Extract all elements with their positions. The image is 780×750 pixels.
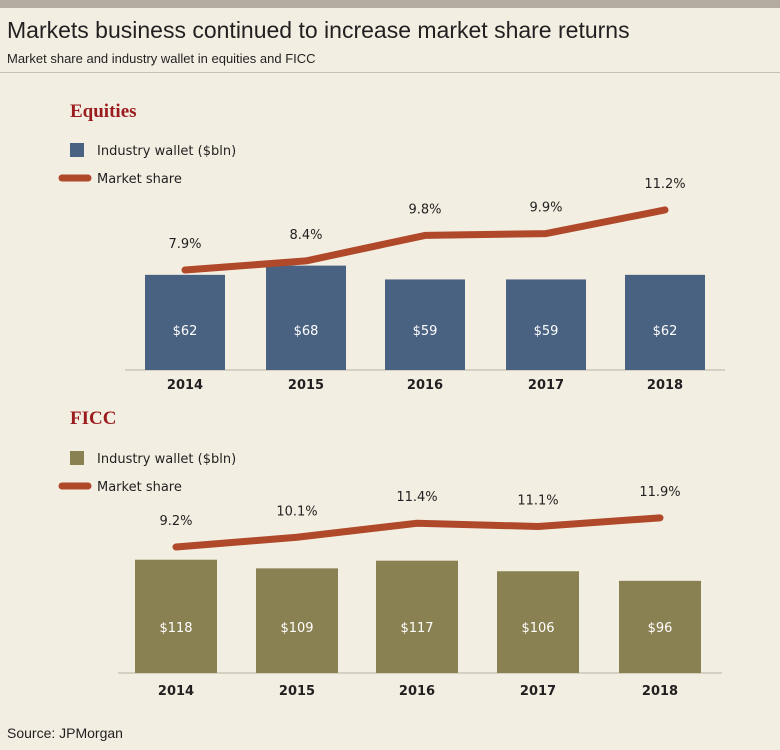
equities-x-tick-label: 2018 <box>647 378 683 393</box>
equities-market-share-label: 7.9% <box>168 237 201 252</box>
ficc-bar-value-label: $118 <box>159 621 192 636</box>
ficc-legend-bar-swatch <box>70 451 84 465</box>
ficc-bar <box>497 571 579 673</box>
equities-bar <box>385 279 465 370</box>
equities-chart: Equities Industry wallet ($bln) Market sha… <box>58 101 725 393</box>
equities-bar-value-label: $62 <box>653 324 678 339</box>
ficc-market-share-label: 11.1% <box>517 493 558 508</box>
ficc-market-share-label: 10.1% <box>276 504 317 519</box>
equities-bar <box>625 274 705 370</box>
ficc-market-share-line <box>172 514 664 551</box>
equities-bar <box>506 279 586 370</box>
equities-bar <box>266 265 346 370</box>
equities-market-share-label: 9.9% <box>529 201 562 216</box>
equities-section-title: Equities <box>70 101 137 122</box>
ficc-x-tick-label: 2014 <box>158 684 194 699</box>
ficc-x-tick-label: 2015 <box>279 684 315 699</box>
ficc-market-share-label: 11.4% <box>396 490 437 505</box>
ficc-bar <box>619 580 701 673</box>
page-title: Markets business continued to increase m… <box>7 17 630 43</box>
equities-x-tick-label: 2016 <box>407 378 443 393</box>
header-divider <box>0 72 780 73</box>
equities-legend-bar-swatch <box>70 143 84 157</box>
equities-x-tick-label: 2014 <box>167 378 203 393</box>
top-accent-bar <box>0 0 780 8</box>
ficc-section-title: FICC <box>70 408 116 429</box>
ficc-x-tick-label: 2016 <box>399 684 435 699</box>
equities-market-share-label: 9.8% <box>408 202 441 217</box>
page-subtitle: Market share and industry wallet in equi… <box>7 51 316 66</box>
ficc-x-tick-label: 2017 <box>520 684 556 699</box>
ficc-market-share-label: 11.9% <box>639 485 680 500</box>
source-note: Source: JPMorgan <box>7 725 123 741</box>
ficc-market-share-label: 9.2% <box>159 514 192 529</box>
equities-market-share-label: 8.4% <box>289 228 322 243</box>
equities-bar-value-label: $59 <box>534 324 559 339</box>
equities-legend-line-label: Market share <box>97 172 182 187</box>
equities-legend-bar-label: Industry wallet ($bln) <box>97 144 236 159</box>
equities-market-share-label: 11.2% <box>644 177 685 192</box>
ficc-x-tick-label: 2018 <box>642 684 678 699</box>
ficc-legend-line-label: Market share <box>97 480 182 495</box>
ficc-bar <box>376 560 458 673</box>
ficc-bar <box>135 559 217 673</box>
equities-market-share-line <box>181 206 669 274</box>
equities-bar-value-label: $68 <box>294 324 319 339</box>
ficc-chart: FICC Industry wallet ($bln) Market share $1… <box>58 408 722 699</box>
equities-x-tick-label: 2015 <box>288 378 324 393</box>
ficc-bar-value-label: $96 <box>648 621 673 636</box>
ficc-bar <box>256 568 338 673</box>
ficc-bar-value-label: $106 <box>521 621 554 636</box>
ficc-legend-bar-label: Industry wallet ($bln) <box>97 452 236 467</box>
ficc-bar-value-label: $117 <box>400 621 433 636</box>
equities-bar <box>145 274 225 370</box>
equities-x-tick-label: 2017 <box>528 378 564 393</box>
equities-bar-value-label: $59 <box>413 324 438 339</box>
equities-bar-value-label: $62 <box>173 324 198 339</box>
ficc-bar-value-label: $109 <box>280 621 313 636</box>
